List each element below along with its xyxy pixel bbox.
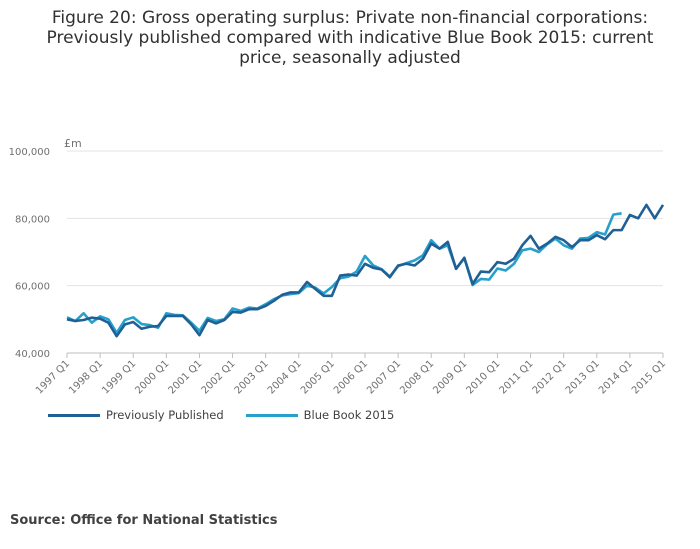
x-tick-label: 1998 Q1 xyxy=(67,358,105,396)
series-line-blue-book-2015[interactable] xyxy=(66,211,622,335)
y-tick-label: 60,000 xyxy=(15,282,50,293)
x-tick-label: 2003 Q1 xyxy=(233,358,271,396)
x-tick-label: 2006 Q1 xyxy=(332,358,370,396)
legend-swatch xyxy=(245,413,298,417)
series-line-previously-published[interactable] xyxy=(66,203,665,338)
chart-title-line: Figure 20: Gross operating surplus: Priv… xyxy=(51,8,649,28)
legend-swatch xyxy=(48,413,100,417)
x-tick-label: 2015 Q1 xyxy=(630,358,668,396)
y-tick-label: 100,000 xyxy=(9,147,50,158)
x-tick-label: 2001 Q1 xyxy=(166,358,204,396)
chart-title: Figure 20: Gross operating surplus: Priv… xyxy=(20,8,680,68)
chart-title-line: price, seasonally adjusted xyxy=(239,48,461,68)
x-tick-label: 2000 Q1 xyxy=(133,358,171,396)
legend-item-blue-book-2015[interactable]: Blue Book 2015 xyxy=(245,408,395,422)
y-tick-label: 40,000 xyxy=(15,349,50,360)
x-tick-label: 2012 Q1 xyxy=(531,358,569,396)
x-tick-label: 2014 Q1 xyxy=(597,358,635,396)
x-tick-label: 2013 Q1 xyxy=(564,358,602,396)
legend-label: Previously Published xyxy=(106,408,224,422)
x-tick-label: 2005 Q1 xyxy=(299,358,337,396)
gridlines xyxy=(67,150,663,354)
x-tick-label: 2002 Q1 xyxy=(200,358,238,396)
source-note: Source: Office for National Statistics xyxy=(10,513,278,528)
legend: Previously Published Blue Book 2015 xyxy=(48,408,416,422)
x-tick-label: 2009 Q1 xyxy=(431,358,469,396)
legend-item-previously-published[interactable]: Previously Published xyxy=(48,408,224,422)
y-tick-label: 80,000 xyxy=(15,214,50,225)
chart-title-line: Previously published compared with indic… xyxy=(46,28,654,48)
x-tick-label: 2011 Q1 xyxy=(498,358,536,396)
x-tick-label: 2007 Q1 xyxy=(365,358,403,396)
x-tick-label: 1997 Q1 xyxy=(34,358,72,396)
y-axis-unit-label: £m xyxy=(64,137,82,150)
x-tick-label: 2010 Q1 xyxy=(464,358,502,396)
x-tick-label: 2008 Q1 xyxy=(398,358,436,396)
y-axis: 40,000 60,000 80,000 100,000 xyxy=(9,147,50,360)
series-lines xyxy=(66,203,665,338)
legend-label: Blue Book 2015 xyxy=(303,408,395,422)
x-tick-label: 2004 Q1 xyxy=(266,358,304,396)
x-tick-label: 1999 Q1 xyxy=(100,358,138,396)
